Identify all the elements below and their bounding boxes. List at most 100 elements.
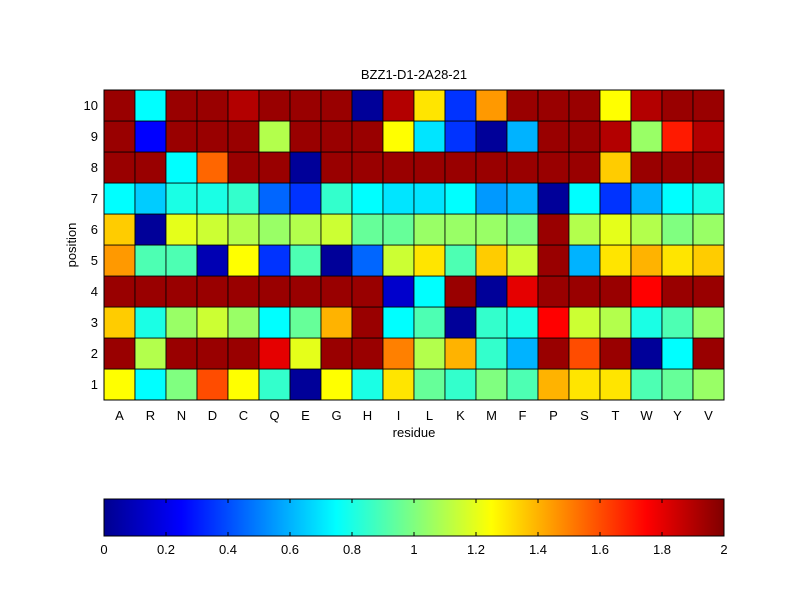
heatmap-cell-W-10: [630, 89, 663, 122]
heatmap-cell-T-9: [599, 120, 632, 153]
heatmap-cell-P-8: [537, 151, 570, 184]
heatmap-cell-C-3: [227, 306, 260, 339]
heatmap-cell-M-9: [475, 120, 508, 153]
heatmap-cell-P-3: [537, 306, 570, 339]
heatmap-cell-W-7: [630, 182, 663, 215]
heatmap-cell-C-2: [227, 337, 260, 370]
heatmap-cell-D-4: [196, 275, 229, 308]
heatmap-cell-C-4: [227, 275, 260, 308]
heatmap-cell-I-10: [382, 89, 415, 122]
heatmap-cell-K-9: [444, 120, 477, 153]
x-tick-label: G: [331, 408, 341, 423]
colorbar-tick-label: 0.8: [343, 542, 361, 557]
heatmap-cell-F-8: [506, 151, 539, 184]
heatmap-cell-L-6: [413, 213, 446, 246]
x-tick-label: Q: [269, 408, 279, 423]
heatmap-cell-C-10: [227, 89, 260, 122]
y-tick-label: 1: [91, 377, 98, 392]
heatmap-cell-Y-1: [661, 368, 694, 401]
colorbar-tick-label: 0.4: [219, 542, 237, 557]
heatmap-cell-G-8: [320, 151, 353, 184]
y-tick-label: 3: [91, 315, 98, 330]
heatmap-cell-E-1: [289, 368, 322, 401]
heatmap-cell-G-7: [320, 182, 353, 215]
heatmap-cell-R-9: [134, 120, 167, 153]
heatmap-cell-W-6: [630, 213, 663, 246]
heatmap-cell-M-6: [475, 213, 508, 246]
x-tick-label: S: [580, 408, 589, 423]
x-tick-label: L: [426, 408, 433, 423]
heatmap-cell-T-6: [599, 213, 632, 246]
heatmap-cell-F-6: [506, 213, 539, 246]
heatmap-cell-F-2: [506, 337, 539, 370]
heatmap-cell-V-5: [692, 244, 725, 277]
heatmap-cell-I-2: [382, 337, 415, 370]
heatmap-cell-G-10: [320, 89, 353, 122]
heatmap-cell-M-3: [475, 306, 508, 339]
heatmap-cell-L-9: [413, 120, 446, 153]
heatmap-cell-P-5: [537, 244, 570, 277]
heatmap-cell-K-8: [444, 151, 477, 184]
heatmap-cell-Y-6: [661, 213, 694, 246]
heatmap-cell-T-10: [599, 89, 632, 122]
heatmap-cells: [103, 89, 725, 401]
heatmap-cell-Q-1: [258, 368, 291, 401]
heatmap-cell-E-3: [289, 306, 322, 339]
heatmap-cell-K-1: [444, 368, 477, 401]
heatmap-cell-R-5: [134, 244, 167, 277]
heatmap-cell-Q-2: [258, 337, 291, 370]
heatmap-cell-S-5: [568, 244, 601, 277]
heatmap-cell-N-6: [165, 213, 198, 246]
heatmap-cell-F-9: [506, 120, 539, 153]
heatmap-cell-R-1: [134, 368, 167, 401]
heatmap-cell-A-6: [103, 213, 136, 246]
x-tick-label: H: [363, 408, 372, 423]
heatmap-cell-M-2: [475, 337, 508, 370]
heatmap-cell-K-6: [444, 213, 477, 246]
heatmap-cell-Y-3: [661, 306, 694, 339]
heatmap-cell-L-8: [413, 151, 446, 184]
y-tick-label: 5: [91, 253, 98, 268]
heatmap-cell-L-10: [413, 89, 446, 122]
heatmap-cell-H-7: [351, 182, 384, 215]
heatmap-cell-H-8: [351, 151, 384, 184]
heatmap-cell-E-5: [289, 244, 322, 277]
x-tick-label: Y: [673, 408, 682, 423]
heatmap-cell-S-9: [568, 120, 601, 153]
heatmap-cell-A-10: [103, 89, 136, 122]
heatmap-cell-I-9: [382, 120, 415, 153]
heatmap-cell-R-8: [134, 151, 167, 184]
heatmap-cell-S-7: [568, 182, 601, 215]
colorbar-tick-labels: 0 0.2 0.4 0.6 0.8 1 1.2 1.4 1.6 1.8 2: [100, 499, 728, 557]
heatmap-cell-T-7: [599, 182, 632, 215]
y-tick-label: 9: [91, 129, 98, 144]
heatmap-cell-T-1: [599, 368, 632, 401]
heatmap-cell-A-8: [103, 151, 136, 184]
heatmap-cell-N-8: [165, 151, 198, 184]
heatmap-cell-M-8: [475, 151, 508, 184]
heatmap-cell-W-8: [630, 151, 663, 184]
heatmap-cell-W-5: [630, 244, 663, 277]
heatmap-cell-D-5: [196, 244, 229, 277]
heatmap-cell-C-9: [227, 120, 260, 153]
heatmap-cell-Y-9: [661, 120, 694, 153]
colorbar-tick-label: 2: [720, 542, 727, 557]
heatmap-cell-D-9: [196, 120, 229, 153]
heatmap-cell-H-3: [351, 306, 384, 339]
colorbar-tick-label: 0: [100, 542, 107, 557]
heatmap-cell-I-1: [382, 368, 415, 401]
heatmap-cell-N-5: [165, 244, 198, 277]
y-tick-labels: 1 2 3 4 5 6 7 8 9 10: [84, 98, 98, 392]
heatmap-cell-V-7: [692, 182, 725, 215]
heatmap-cell-Q-6: [258, 213, 291, 246]
heatmap-cell-Q-3: [258, 306, 291, 339]
x-tick-label: T: [612, 408, 620, 423]
heatmap-cell-Y-8: [661, 151, 694, 184]
heatmap-cell-W-2: [630, 337, 663, 370]
heatmap-cell-N-1: [165, 368, 198, 401]
heatmap-cell-L-4: [413, 275, 446, 308]
heatmap-cell-F-1: [506, 368, 539, 401]
x-tick-label: R: [146, 408, 155, 423]
heatmap-cell-G-1: [320, 368, 353, 401]
